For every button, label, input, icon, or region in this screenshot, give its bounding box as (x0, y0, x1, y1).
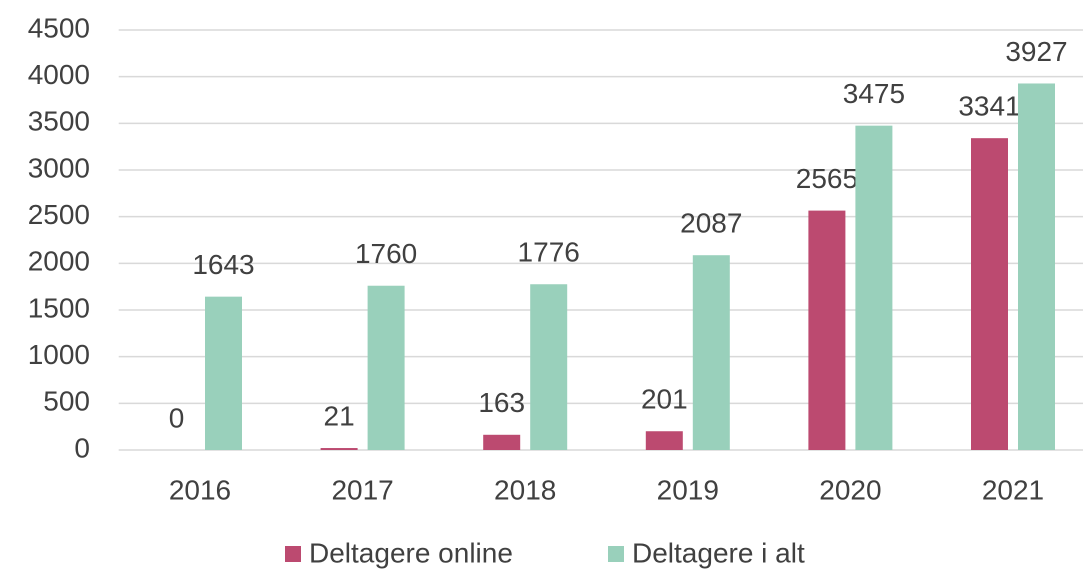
data-label: 2565 (796, 163, 858, 194)
data-label: 3475 (843, 78, 905, 109)
y-tick-label: 4500 (28, 12, 90, 43)
y-tick-label: 4000 (28, 59, 90, 90)
bar (692, 255, 730, 450)
legend-label: Deltagere online (309, 537, 513, 568)
data-label: 3341 (958, 91, 1020, 122)
bar (205, 296, 242, 450)
bar (367, 285, 405, 450)
data-label: 0 (169, 402, 185, 433)
x-tick-label: 2019 (657, 474, 719, 505)
legend-swatch (608, 546, 624, 562)
bar (320, 448, 358, 450)
x-tick-label: 2020 (819, 474, 881, 505)
x-tick-label: 2018 (494, 474, 556, 505)
bar (1018, 83, 1055, 450)
data-label: 201 (641, 384, 688, 415)
y-tick-label: 1000 (28, 339, 90, 370)
y-tick-label: 500 (43, 386, 90, 417)
data-label: 1760 (355, 238, 417, 269)
bar (483, 434, 521, 450)
data-label: 163 (478, 387, 525, 418)
data-label: 2087 (680, 208, 742, 239)
y-tick-label: 3000 (28, 152, 90, 183)
data-label: 1643 (192, 249, 254, 280)
y-tick-label: 1500 (28, 292, 90, 323)
data-label: 3927 (1005, 36, 1067, 67)
x-tick-label: 2016 (169, 474, 231, 505)
y-tick-label: 2500 (28, 199, 90, 230)
y-tick-label: 2000 (28, 246, 90, 277)
legend-label: Deltagere i alt (632, 537, 805, 568)
bar (971, 138, 1008, 450)
y-tick-label: 3500 (28, 106, 90, 137)
legend-swatch (285, 546, 301, 562)
bar (645, 431, 683, 450)
data-label: 1776 (518, 237, 580, 268)
bar (808, 210, 846, 450)
x-tick-label: 2017 (331, 474, 393, 505)
bar (855, 125, 893, 451)
x-tick-label: 2021 (982, 474, 1044, 505)
data-label: 21 (324, 400, 355, 431)
y-tick-label: 0 (74, 432, 90, 463)
bar (530, 284, 568, 450)
